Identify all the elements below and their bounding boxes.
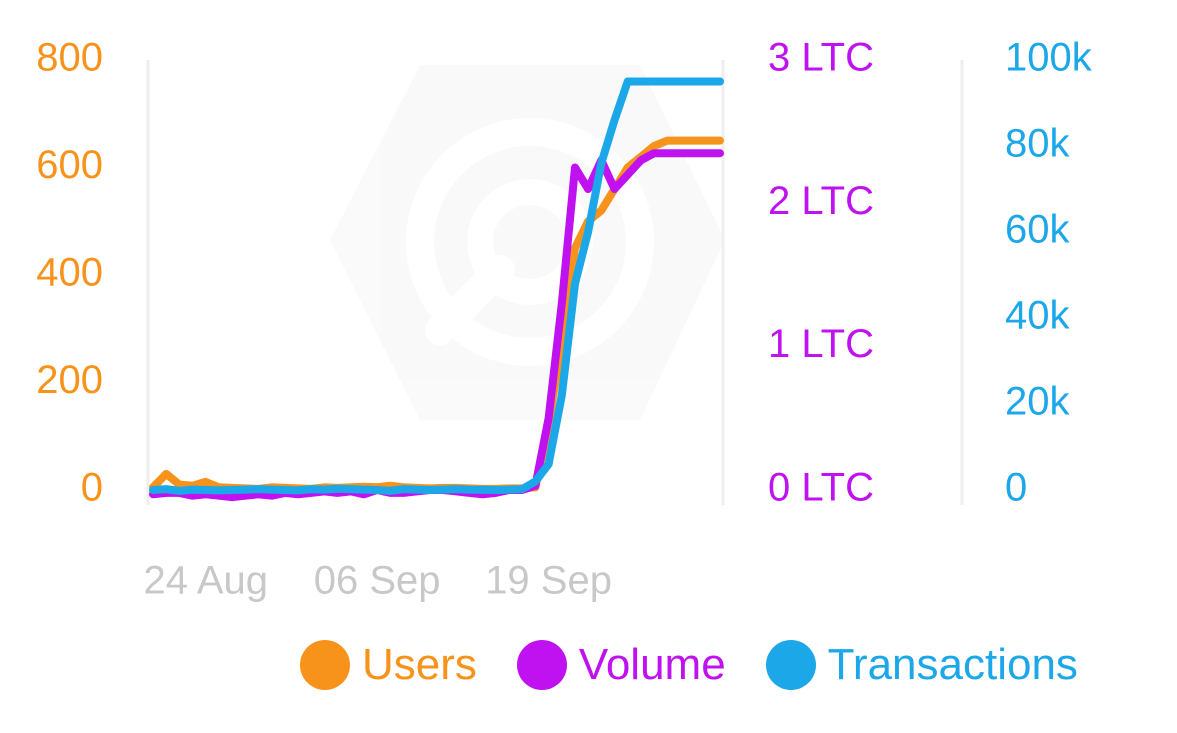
x-axis-tick-1: 06 Sep <box>314 559 441 603</box>
ticks-layer: 0 200 400 600 800 0 LTC 1 LTC 2 LTC 3 LTC 0 20k 40k… <box>36 36 1092 603</box>
x-axis-tick-2: 19 Sep <box>485 559 612 603</box>
volume-axis-tick-1: 1 LTC <box>768 322 874 366</box>
transactions-axis-tick-4: 80k <box>1005 122 1070 166</box>
transactions-axis-tick-0: 0 <box>1005 466 1027 510</box>
legend-volume-marker-icon <box>516 640 567 690</box>
watermark-logo-icon <box>330 65 725 420</box>
transactions-axis-tick-2: 40k <box>1005 294 1070 338</box>
legend-item-volume[interactable]: Volume <box>516 640 726 690</box>
volume-axis-tick-3: 3 LTC <box>768 36 874 80</box>
legend-users-label: Users <box>362 640 477 689</box>
legend-volume-label: Volume <box>578 640 726 689</box>
transactions-axis-tick-1: 20k <box>1005 380 1070 424</box>
legend-item-users[interactable]: Users <box>300 640 477 690</box>
legend-item-transactions[interactable]: Transactions <box>765 640 1078 690</box>
x-axis-tick-0: 24 Aug <box>143 559 268 603</box>
users-axis-tick-0: 0 <box>81 466 103 510</box>
legend-transactions-marker-icon <box>765 640 816 690</box>
series-line-transactions <box>149 77 724 495</box>
legend: Users Volume Transactions <box>300 640 1118 690</box>
users-axis-tick-1: 200 <box>36 358 103 402</box>
users-axis-tick-3: 600 <box>36 143 103 187</box>
transactions-axis-tick-3: 60k <box>1005 208 1070 252</box>
transactions-axis-tick-5: 100k <box>1005 36 1093 80</box>
users-axis-tick-2: 400 <box>36 251 103 295</box>
series-layer <box>149 77 724 502</box>
volume-axis-tick-2: 2 LTC <box>768 179 874 223</box>
users-axis-tick-4: 800 <box>36 36 103 80</box>
volume-axis-tick-0: 0 LTC <box>768 466 874 510</box>
legend-users-marker-icon <box>300 640 350 690</box>
legend-transactions-label: Transactions <box>827 640 1078 689</box>
